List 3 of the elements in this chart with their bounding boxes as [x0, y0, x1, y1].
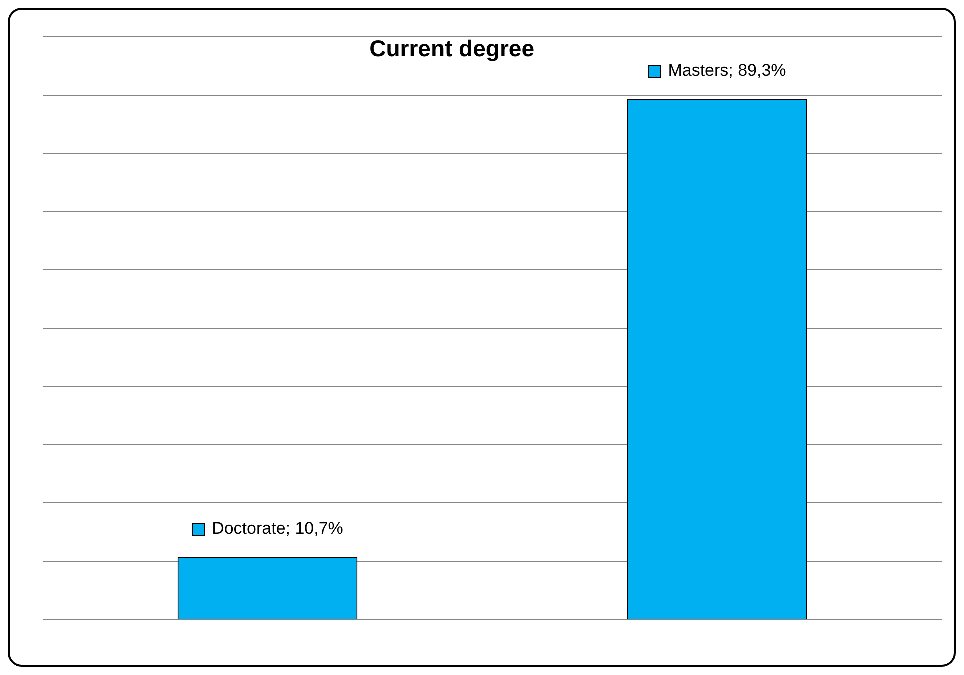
- data-label: Masters; 89,3%: [668, 61, 786, 80]
- data-label: Doctorate; 10,7%: [212, 518, 344, 538]
- chart-title: Current degree: [370, 35, 534, 62]
